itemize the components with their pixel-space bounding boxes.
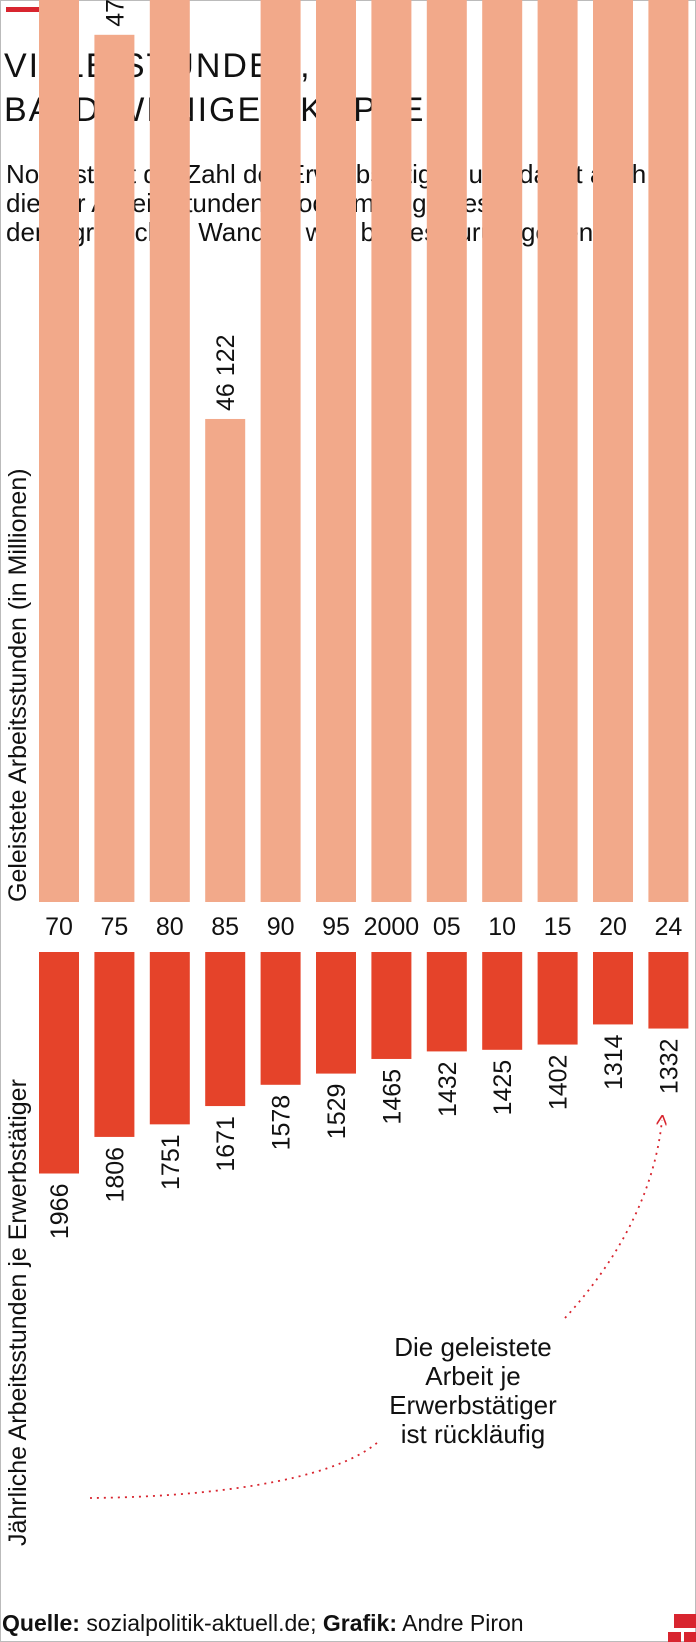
annotation-line: Erwerbstätiger	[389, 1390, 557, 1420]
graphic-label: Grafik:	[322, 1610, 398, 1636]
bottom-bar	[149, 952, 190, 1125]
x-tick-label: 75	[100, 913, 128, 941]
bottom-bar	[39, 952, 79, 1174]
bottom-bar	[482, 952, 523, 1050]
x-tick-label: 15	[544, 913, 572, 941]
bottom-value-label: 1332	[655, 1039, 683, 1095]
bottom-bar	[94, 952, 135, 1137]
annotation-line: Arbeit je	[425, 1361, 520, 1391]
top-bar	[39, 0, 79, 902]
top-bar	[260, 0, 301, 902]
top-bar	[648, 0, 689, 902]
top-bar	[426, 0, 467, 902]
annotation-line: Die geleistete	[394, 1332, 552, 1362]
top-bar	[205, 418, 246, 902]
top-value-label: 46 122	[212, 334, 240, 410]
annotation-text: Die geleistete Arbeit je Erwerbstätiger ist…	[389, 1332, 557, 1449]
top-bar-series	[39, 0, 689, 903]
bar-chart: 52 28547 41248 01246 12247 97358 16858 5…	[4, 0, 689, 1546]
bottom-value-label: 1314	[600, 1034, 628, 1090]
bottom-bar	[648, 952, 689, 1029]
bottom-value-label: 1966	[46, 1184, 74, 1240]
top-bar	[316, 0, 356, 902]
top-value-labels: 52 28547 41248 01246 12247 97358 16858 5…	[101, 0, 240, 411]
x-tick-label: 10	[488, 913, 516, 941]
bottom-bar-series	[39, 952, 689, 1174]
top-bar	[149, 0, 190, 903]
source-text: sozialpolitik-aktuell.de;	[79, 1610, 323, 1636]
x-tick-label: 90	[267, 913, 295, 941]
top-bar	[371, 0, 412, 903]
accent-bar	[6, 7, 66, 12]
x-tick-label: 85	[211, 913, 239, 941]
x-tick-label: 20	[599, 913, 627, 941]
publisher-logo-icon	[668, 1614, 696, 1642]
bottom-bar	[205, 952, 246, 1107]
graphic-text: Andre Piron	[397, 1610, 524, 1636]
bottom-value-label: 1465	[378, 1069, 406, 1125]
bottom-value-label: 1751	[157, 1134, 185, 1190]
y-axis-label-bottom: Jährliche Arbeitsstunden je Erwerbstätig…	[4, 1079, 32, 1546]
bottom-bar	[371, 952, 412, 1059]
x-tick-label: 05	[433, 913, 461, 941]
bottom-value-label: 1432	[434, 1061, 462, 1117]
top-bar	[94, 34, 135, 903]
source-label: Quelle:	[2, 1610, 80, 1636]
x-axis-ticks: 70 75 80 85 90 95 2000 05 10 15 20 24	[45, 913, 682, 941]
bottom-bar	[316, 952, 356, 1074]
bottom-value-label: 1425	[489, 1060, 517, 1116]
annotation-line: ist rückläufig	[401, 1419, 546, 1449]
bottom-value-label: 1806	[101, 1147, 129, 1203]
footer-credits: Quelle: sozialpolitik-aktuell.de; Grafik…	[2, 1610, 524, 1637]
bottom-value-label: 1578	[268, 1095, 296, 1151]
bottom-bar	[593, 952, 633, 1025]
top-bar	[537, 0, 578, 903]
top-bar	[482, 0, 523, 902]
annotation-arrow-left	[89, 1441, 379, 1499]
bottom-bar	[426, 952, 467, 1052]
x-tick-label: 70	[45, 913, 73, 941]
x-tick-label: 2000	[364, 913, 420, 941]
x-tick-label: 24	[654, 913, 682, 941]
bottom-bar	[537, 952, 578, 1045]
top-value-label: 47 412	[101, 0, 129, 27]
bottom-value-label: 1671	[212, 1116, 240, 1172]
bottom-value-labels: 1966 1806 1751 1671 1578 1529 1465 1432 1425 1402…	[46, 1034, 683, 1239]
x-tick-label: 80	[156, 913, 184, 941]
x-tick-label: 95	[322, 913, 350, 941]
bottom-value-label: 1402	[545, 1055, 573, 1111]
bottom-value-label: 1529	[323, 1084, 351, 1140]
bottom-bar	[260, 952, 301, 1085]
annotation-arrow-right	[564, 1120, 662, 1319]
y-axis-label-top: Geleistete Arbeitsstunden (in Millionen)	[4, 468, 32, 902]
top-bar	[593, 0, 633, 902]
